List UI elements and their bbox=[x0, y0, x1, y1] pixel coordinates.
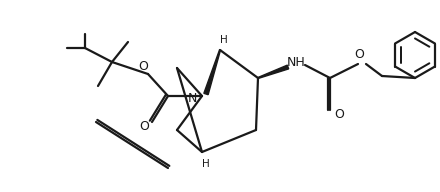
Text: O: O bbox=[354, 49, 364, 61]
Text: H: H bbox=[202, 159, 210, 169]
Polygon shape bbox=[204, 50, 220, 95]
Text: N: N bbox=[187, 92, 197, 104]
Text: O: O bbox=[334, 108, 344, 122]
Text: NH: NH bbox=[286, 56, 305, 70]
Polygon shape bbox=[258, 65, 289, 79]
Text: H: H bbox=[220, 35, 228, 45]
Text: O: O bbox=[138, 60, 148, 74]
Text: O: O bbox=[139, 121, 149, 133]
